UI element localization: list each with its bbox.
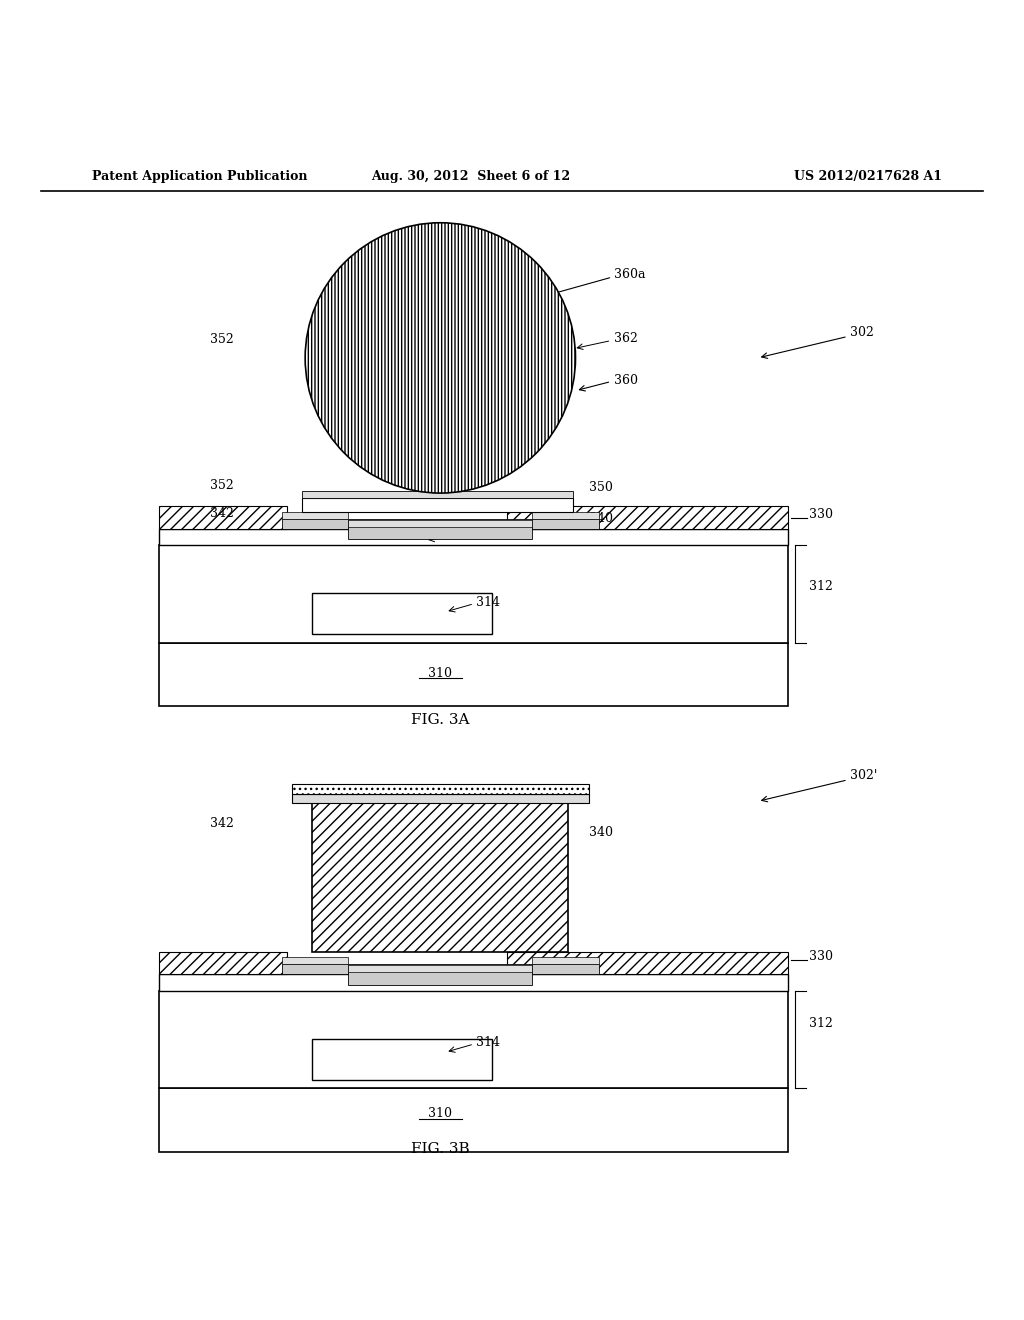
Bar — [348, 520, 532, 527]
Bar — [302, 491, 573, 498]
Text: 330: 330 — [809, 950, 833, 964]
Bar — [282, 957, 348, 964]
Text: 328: 328 — [459, 972, 482, 983]
Bar — [282, 512, 348, 519]
Bar — [282, 964, 348, 974]
Bar — [159, 974, 788, 991]
Text: Aug. 30, 2012  Sheet 6 of 12: Aug. 30, 2012 Sheet 6 of 12 — [372, 170, 570, 183]
Text: 314: 314 — [476, 1036, 500, 1049]
Text: Patent Application Publication: Patent Application Publication — [92, 170, 307, 183]
Bar — [159, 507, 287, 529]
Bar — [532, 964, 599, 974]
Text: 360a: 360a — [614, 268, 646, 281]
Bar — [348, 519, 532, 539]
Bar — [159, 643, 788, 706]
Text: 314: 314 — [476, 597, 500, 609]
Bar — [507, 952, 788, 974]
Text: 310: 310 — [428, 667, 453, 680]
Bar — [348, 964, 532, 985]
Text: 360: 360 — [614, 374, 638, 387]
Bar — [507, 507, 788, 529]
Bar — [302, 498, 573, 512]
Bar — [532, 957, 599, 964]
Text: 312: 312 — [809, 579, 833, 593]
Text: 350: 350 — [589, 482, 612, 495]
Text: 352: 352 — [210, 333, 233, 346]
Text: 310: 310 — [428, 1107, 453, 1121]
Bar — [292, 784, 589, 795]
Text: 340: 340 — [589, 512, 612, 525]
Text: 342: 342 — [210, 817, 233, 830]
Text: 312: 312 — [809, 1016, 833, 1030]
Text: 302': 302' — [850, 770, 878, 783]
Bar — [159, 1088, 788, 1151]
Bar — [312, 594, 492, 635]
Bar — [159, 952, 287, 974]
Text: 340: 340 — [589, 825, 612, 838]
Bar — [348, 965, 532, 973]
Text: 352: 352 — [210, 479, 233, 492]
Bar — [159, 991, 788, 1088]
Bar — [282, 519, 348, 529]
Text: 342: 342 — [210, 507, 233, 520]
Bar — [312, 1039, 492, 1080]
Bar — [292, 795, 589, 804]
Bar — [159, 545, 788, 643]
Circle shape — [305, 223, 575, 494]
Text: 350: 350 — [428, 408, 453, 421]
Bar — [312, 804, 568, 952]
Bar — [532, 519, 599, 529]
Text: FIG. 3B: FIG. 3B — [411, 1143, 470, 1156]
Text: FIG. 3A: FIG. 3A — [411, 713, 470, 727]
Bar — [532, 512, 599, 519]
Text: US 2012/0217628 A1: US 2012/0217628 A1 — [794, 170, 942, 183]
Text: 330: 330 — [809, 508, 833, 521]
Text: 362: 362 — [614, 331, 638, 345]
Text: 302: 302 — [850, 326, 873, 339]
Text: 328: 328 — [459, 528, 482, 541]
Bar — [159, 529, 788, 545]
